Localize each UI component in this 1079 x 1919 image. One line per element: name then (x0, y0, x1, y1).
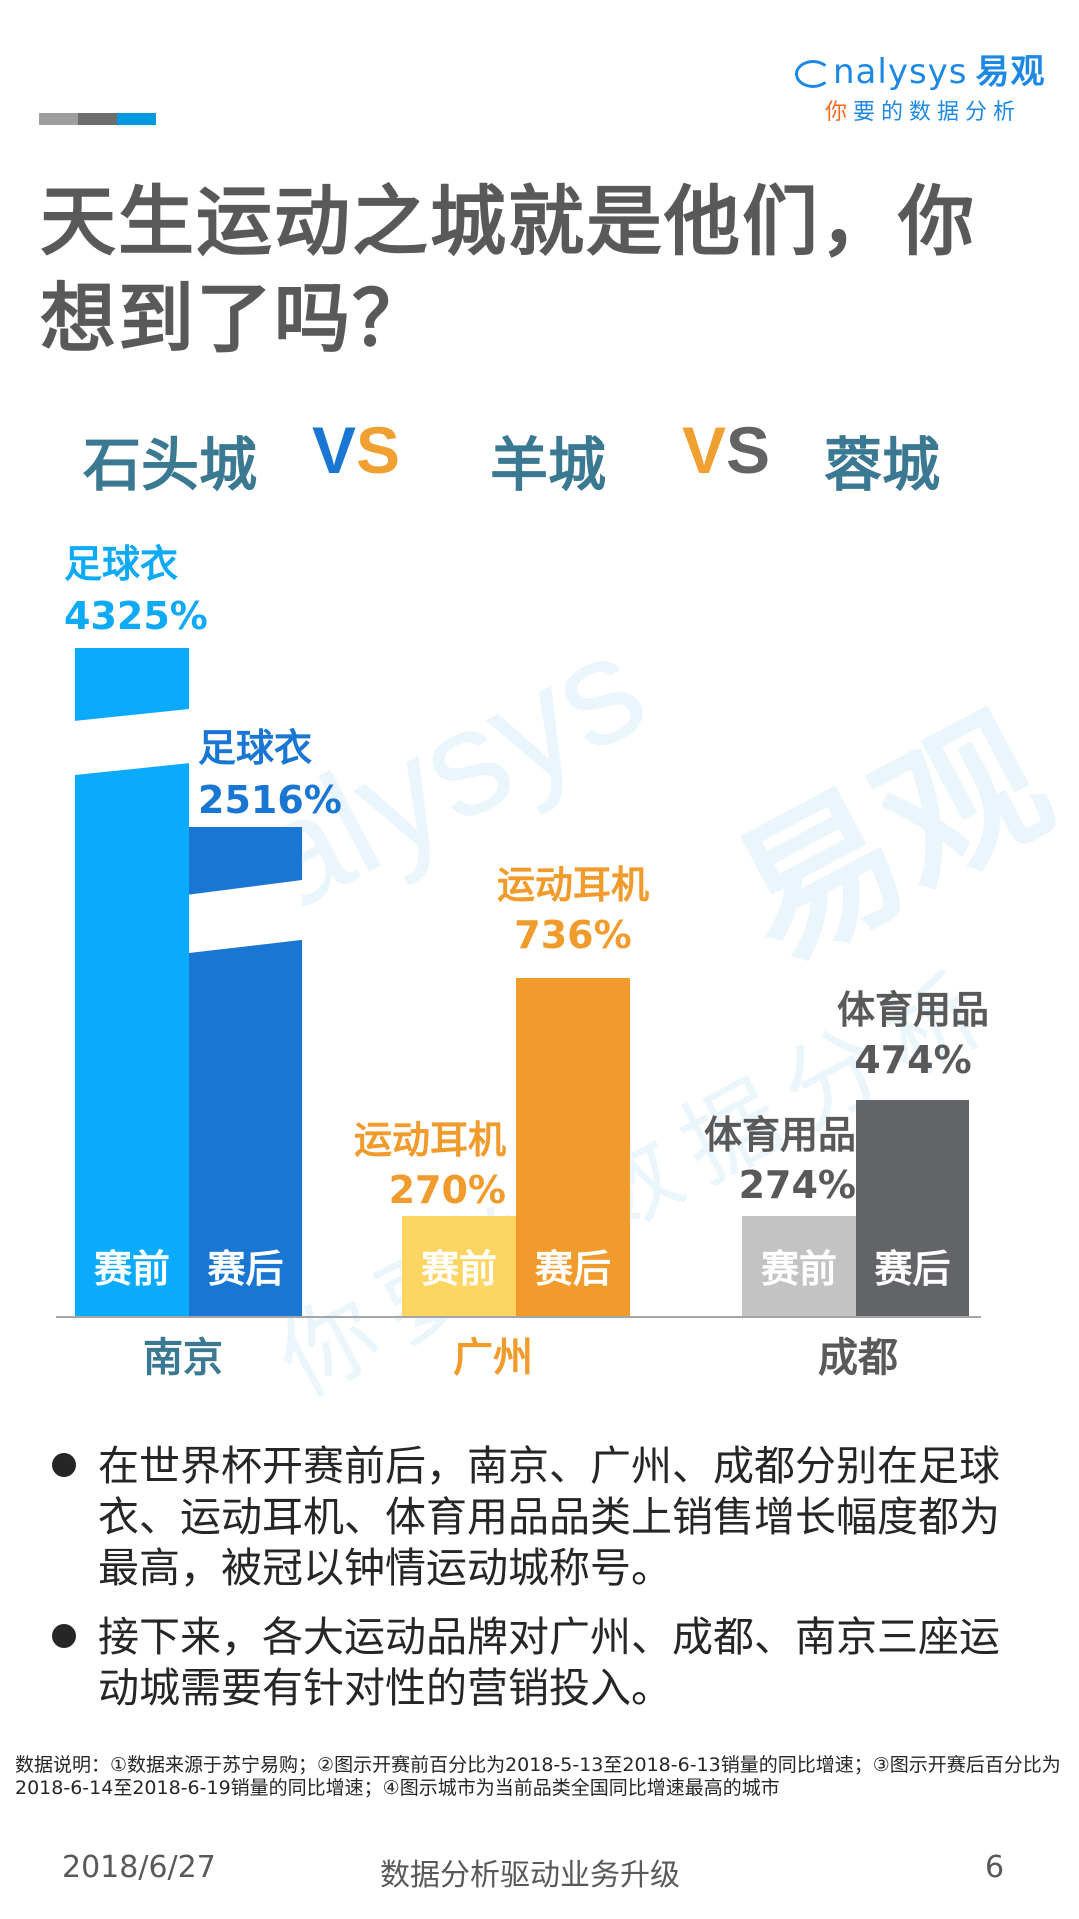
deco-bar-light-gray (39, 113, 78, 125)
nickname-guangzhou: 羊城 (490, 431, 607, 499)
slogan-first-char: 你 (825, 100, 854, 125)
logo-brand-cn: 易观 (975, 52, 1046, 92)
data-source-note: 数据说明：①数据来源于苏宁易购；②图示开赛前百分比为2018-5-13至2018… (15, 1754, 1061, 1799)
label-category: 体育用品 (836, 988, 989, 1032)
label-nanjing-after: 足球衣 2516% (198, 722, 342, 826)
bar-chengdu-before: 赛前 (742, 1216, 856, 1317)
label-category: 足球衣 (64, 542, 179, 586)
watermark-cn: 易观 (706, 681, 1078, 997)
label-category: 体育用品 (703, 1113, 856, 1157)
x-axis-line (56, 1316, 981, 1318)
label-chengdu-after: 体育用品 474% (822, 985, 1004, 1085)
bullet-dot-icon (52, 1624, 76, 1648)
footer-slogan: 数据分析驱动业务升级 (380, 1858, 680, 1893)
x-tick-guangzhou: 广州 (453, 1335, 533, 1381)
deco-bar-blue (117, 113, 156, 125)
bullet-text: 在世界杯开赛前后，南京、广州、成都分别在足球衣、运动耳机、体育用品品类上销售增长… (98, 1442, 1000, 1592)
vs2-v: V (682, 413, 727, 487)
bar-chengdu-after: 赛后 (856, 1100, 969, 1317)
logo-brand: nalysys (833, 52, 968, 92)
bar-phase-label: 赛前 (760, 1247, 837, 1291)
label-guangzhou-before: 运动耳机 270% (330, 1115, 506, 1215)
nickname-chengdu: 蓉城 (824, 431, 941, 499)
deco-bar-dark-gray (78, 113, 117, 125)
bar-guangzhou-after: 赛后 (516, 978, 630, 1317)
vs-label-2: VS (682, 412, 770, 488)
bar-phase-label: 赛前 (420, 1247, 497, 1291)
logo-slogan: 你要的数据分析 (825, 94, 1021, 126)
axis-break-nanjing-before (75, 709, 189, 775)
bullet-item-1: 在世界杯开赛前后，南京、广州、成都分别在足球衣、运动耳机、体育用品品类上销售增长… (52, 1441, 1012, 1594)
x-tick-chengdu: 成都 (818, 1335, 898, 1381)
label-nanjing-before: 足球衣 4325% (64, 538, 208, 642)
label-value: 270% (388, 1168, 506, 1212)
bar-phase-label: 赛后 (207, 1247, 284, 1291)
vs1-v: V (312, 413, 357, 487)
page-number: 6 (985, 1850, 1005, 1885)
logo-swirl-icon (795, 59, 831, 88)
label-category: 运动耳机 (353, 1118, 506, 1162)
label-chengdu-before: 体育用品 274% (670, 1110, 856, 1210)
label-value: 736% (514, 913, 632, 957)
label-value: 474% (854, 1038, 972, 1082)
x-tick-nanjing: 南京 (143, 1335, 223, 1381)
vs2-s: S (726, 413, 771, 487)
label-category: 运动耳机 (496, 863, 649, 907)
analysys-logo: nalysys 易观 (795, 44, 1046, 93)
bullet-dot-icon (52, 1453, 76, 1477)
axis-break-nanjing-after (189, 880, 302, 953)
label-value: 4325% (64, 594, 208, 638)
label-category: 足球衣 (198, 726, 313, 770)
bullet-text: 接下来，各大运动品牌对广州、成都、南京三座运动城需要有针对性的营销投入。 (98, 1613, 1000, 1712)
vs1-s: S (356, 413, 401, 487)
vs-label-1: VS (312, 412, 400, 488)
bar-phase-label: 赛后 (534, 1247, 611, 1291)
bar-guangzhou-before: 赛前 (402, 1216, 516, 1317)
page-title-line1: 天生运动之城就是他们，你 (40, 177, 976, 266)
page-title-line2: 想到了吗？ (40, 274, 430, 363)
label-guangzhou-after: 运动耳机 736% (486, 860, 660, 960)
bar-phase-label: 赛后 (874, 1247, 951, 1291)
slogan-rest: 要的数据分析 (853, 100, 1022, 125)
nickname-nanjing: 石头城 (83, 431, 258, 499)
bullet-item-2: 接下来，各大运动品牌对广州、成都、南京三座运动城需要有针对性的营销投入。 (52, 1612, 1012, 1714)
footer-date: 2018/6/27 (62, 1850, 216, 1885)
bar-phase-label: 赛前 (93, 1247, 170, 1291)
label-value: 2516% (198, 778, 342, 822)
label-value: 274% (738, 1163, 856, 1207)
